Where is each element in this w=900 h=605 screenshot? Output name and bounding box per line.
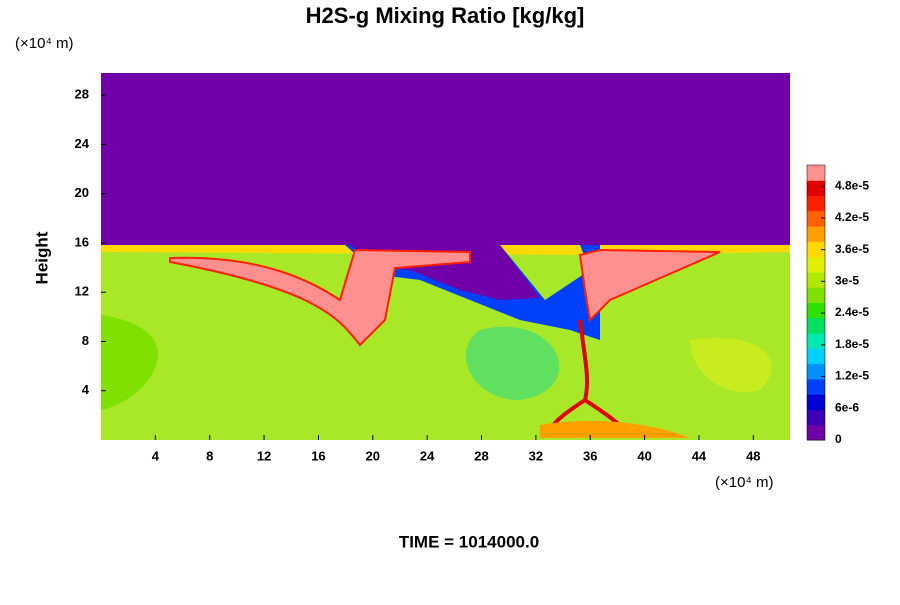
colorbar-tick-label: 1.2e-5: [835, 369, 869, 383]
colorbar-tick-label: 4.8e-5: [835, 178, 869, 192]
x-tick-label: 48: [746, 448, 760, 463]
field-upper: [101, 73, 790, 245]
colorbar-tick-label: 1.8e-5: [835, 337, 869, 351]
field-plume: [578, 248, 721, 323]
colorbar-tick-label: 0: [835, 432, 842, 446]
colorbar-band: [807, 348, 825, 365]
colorbar-band: [807, 363, 825, 380]
x-tick-label: 28: [474, 448, 488, 463]
colorbar-band: [807, 424, 825, 441]
field-swirl: [101, 315, 159, 410]
x-tick-label: 20: [366, 448, 380, 463]
colorbar-tick-label: 4.2e-5: [835, 210, 869, 224]
colorbar-frame: [806, 164, 826, 441]
chart-title: H2S-g Mixing Ratio [kg/kg]: [306, 3, 585, 28]
field-swirl: [465, 326, 560, 400]
y-tick-label: 8: [82, 333, 89, 348]
x-tick-label: 16: [311, 448, 325, 463]
x-tick-label: 4: [152, 448, 160, 463]
y-unit: (×10⁴ m): [15, 35, 74, 52]
x-tick-label: 24: [420, 448, 435, 463]
field-plume: [169, 248, 471, 347]
colorbar-band: [807, 210, 825, 227]
y-tick-label: 4: [82, 382, 90, 397]
colorbar-tick-label: 6e-6: [835, 400, 859, 414]
x-tick-label: 36: [583, 448, 597, 463]
colorbar-band: [807, 302, 825, 319]
x-tick-label: 8: [206, 448, 213, 463]
x-tick-label: 32: [529, 448, 543, 463]
x-unit: (×10⁴ m): [715, 474, 774, 491]
colorbar-tick-label: 3e-5: [835, 274, 859, 288]
colorbar-band: [807, 256, 825, 273]
y-tick-label: 12: [75, 284, 89, 299]
colorbar-band: [807, 241, 825, 258]
y-tick-label: 20: [75, 185, 89, 200]
colorbar-band: [807, 180, 825, 197]
y-tick-label: 16: [75, 234, 89, 249]
x-tick-label: 12: [257, 448, 271, 463]
colorbar-tick-label: 2.4e-5: [835, 305, 869, 319]
colorbar-band: [807, 287, 825, 303]
field-swirl: [690, 338, 772, 392]
colorbar-band: [807, 317, 825, 334]
colorbar-band: [807, 226, 825, 242]
colorbar-band: [807, 195, 825, 212]
colorbar-band: [807, 394, 825, 410]
y-tick-label: 24: [75, 136, 90, 151]
colorbar-band: [807, 333, 825, 349]
field-filament: [540, 420, 690, 438]
y-axis-label: Height: [32, 231, 51, 284]
x-tick-label: 40: [637, 448, 651, 463]
colorbar-band: [807, 271, 825, 288]
time-annotation: TIME = 1014000.0: [399, 532, 539, 551]
y-tick-label: 28: [75, 87, 89, 102]
colorbar-tick-label: 3.6e-5: [835, 242, 869, 256]
colorbar-band: [807, 409, 825, 426]
x-tick-label: 44: [692, 448, 707, 463]
colorbar-band: [807, 165, 825, 181]
colorbar-band: [807, 378, 825, 395]
field: [101, 73, 790, 440]
